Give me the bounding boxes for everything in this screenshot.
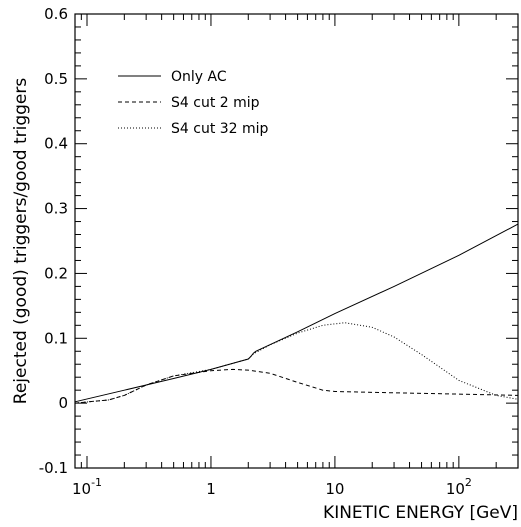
legend: Only AC S4 cut 2 mip S4 cut 32 mip	[118, 69, 269, 137]
y-tick-label: 0.4	[44, 135, 68, 153]
y-axis-title: Rejected (good) triggers/good triggers	[11, 78, 31, 405]
y-tick-label: -0.1	[39, 459, 68, 477]
series-line-3	[74, 322, 519, 404]
y-tick-label: 0.3	[44, 200, 68, 218]
y-tick-label: 0	[58, 394, 68, 412]
legend-label: S4 cut 32 mip	[171, 121, 269, 137]
series-line-1	[74, 223, 519, 403]
x-tick-label: 10	[325, 480, 344, 498]
y-tick-label: 0.5	[44, 70, 68, 88]
x-tick-label: 1	[206, 480, 216, 498]
x-axis-title: KINETIC ENERGY [GeV]	[323, 503, 518, 523]
y-tick-label: 0.2	[44, 264, 68, 282]
plot-frame	[74, 13, 519, 469]
legend-label: S4 cut 2 mip	[171, 95, 260, 111]
y-tick-label: 0.6	[44, 5, 68, 23]
legend-label: Only AC	[171, 69, 227, 85]
x-tick-label: 102	[446, 476, 472, 498]
x-tick-label: 10-1	[72, 476, 102, 498]
tick-layer: -0.1 0 0.1 0.2 0.3 0.4 0.5 0.6 10-1 1 10 102	[39, 5, 519, 498]
y-tick-label: 0.1	[44, 329, 68, 347]
series-line-2	[74, 368, 519, 404]
series-layer	[74, 223, 519, 404]
